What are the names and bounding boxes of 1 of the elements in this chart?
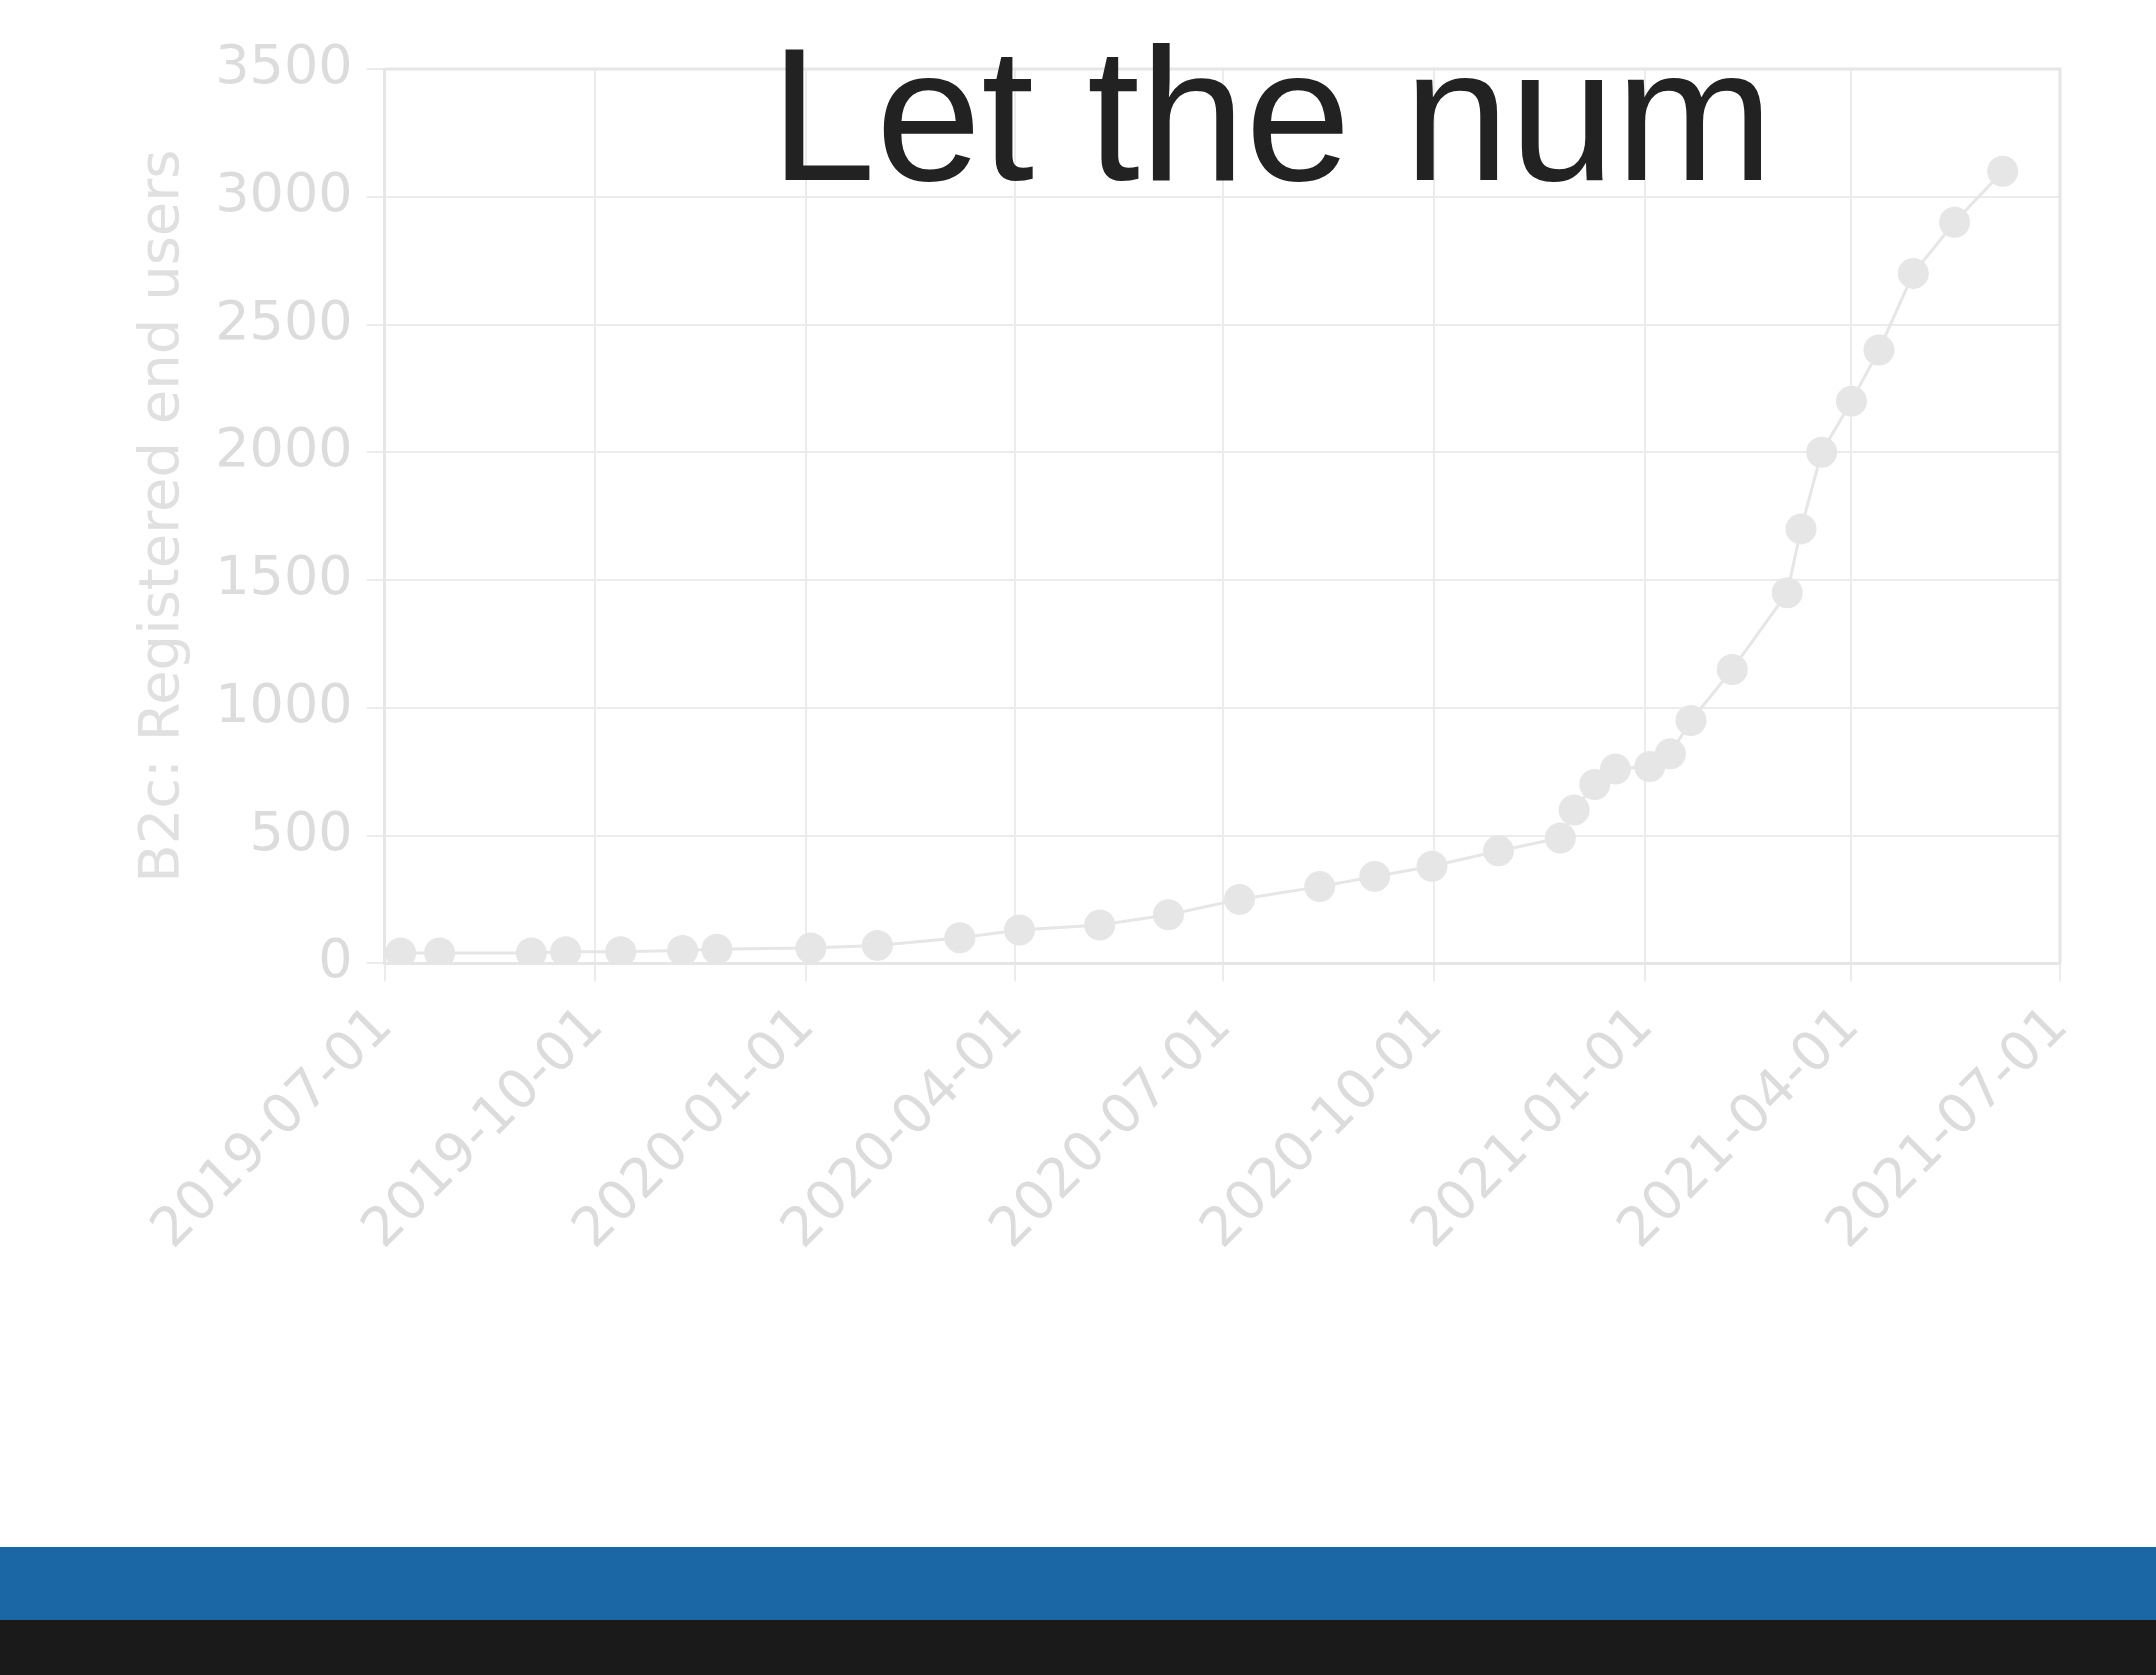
chart-title: Let the num xyxy=(770,7,1774,222)
